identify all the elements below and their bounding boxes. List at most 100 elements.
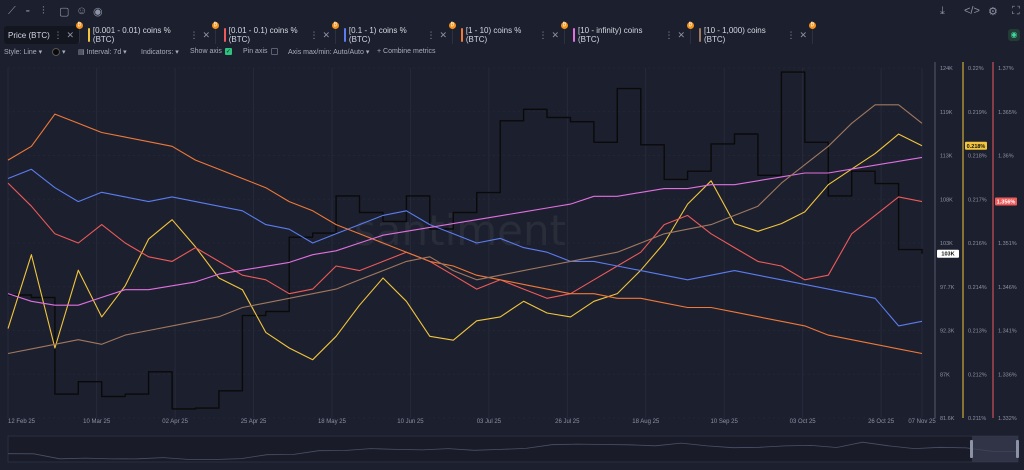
metric-tab[interactable]: [1 - 10) coins % (BTC) ⋮ ✕ ₿ <box>457 22 568 44</box>
more-options-icon[interactable]: ⋮ <box>309 29 319 40</box>
eye-icon[interactable]: ◉ <box>93 6 103 18</box>
x-tick-label: 26 Jul 25 <box>555 419 580 425</box>
y-tick-label: 0.216% <box>968 241 987 247</box>
last-value-label: 0.218% <box>967 144 986 150</box>
note-icon[interactable]: ▢ <box>59 6 70 18</box>
bitcoin-icon: ₿ <box>687 22 694 29</box>
embed-code-icon[interactable]: </> <box>964 5 980 17</box>
x-tick-label: 03 Oct 25 <box>790 419 817 425</box>
navigator-handle[interactable] <box>1016 440 1019 458</box>
x-tick-label: 25 Apr 25 <box>241 419 267 425</box>
indicators-select[interactable]: Indicators: ▾ <box>141 48 179 57</box>
chart-settings-bar: Style: Line ▾ ▾ ▤ Interval: 7d ▾ Indicat… <box>0 46 1024 60</box>
y-tick-label: 1.332% <box>998 416 1017 422</box>
y-tick-label: 1.351% <box>998 241 1017 247</box>
more-options-icon[interactable]: ⋮ <box>786 29 796 40</box>
metric-tab[interactable]: Price (BTC) ⋮ ✕ ₿ <box>4 22 83 44</box>
y-tick-label: 103K <box>940 241 953 247</box>
bitcoin-icon: ₿ <box>809 22 816 29</box>
series-color-swatch <box>461 28 463 42</box>
metric-label: [0.01 - 0.1) coins % (BTC) <box>228 26 298 44</box>
range-navigator[interactable] <box>7 435 1019 463</box>
series-color-swatch <box>224 28 226 42</box>
bitcoin-icon: ₿ <box>561 22 568 29</box>
last-value-label: 103K <box>941 252 954 258</box>
metric-tab[interactable]: [0.1 - 1) coins % (BTC) ⋮ ✕ ₿ <box>340 22 456 44</box>
settings-icon[interactable]: ⚙ <box>988 6 998 18</box>
y-tick-label: 0.217% <box>968 197 987 203</box>
top-toolbar: ⟋ ⁃ ⫶ ▢ ☺ ◉ ⤓ </> ⚙ ⛶ <box>0 0 1024 24</box>
metric-label: [10 - infinity) coins (BTC) <box>577 26 643 44</box>
more-options-icon[interactable]: ⋮ <box>664 29 674 40</box>
pin-axis-toggle[interactable]: Pin axis <box>243 48 278 55</box>
download-icon[interactable]: ⤓ <box>940 5 945 17</box>
series-color-swatch <box>88 28 90 42</box>
close-icon[interactable]: ✕ <box>439 29 447 40</box>
metric-tab[interactable]: [10 - infinity) coins (BTC) ⋮ ✕ ₿ <box>569 22 694 44</box>
x-tick-label: 18 May 25 <box>318 419 347 425</box>
emoji-icon[interactable]: ☺ <box>76 5 88 17</box>
style-select[interactable]: Style: Line ▾ <box>4 48 43 57</box>
x-tick-label: 10 Mar 25 <box>83 419 111 425</box>
calendar-icon: ▤ <box>78 49 85 56</box>
trend-line-icon[interactable]: ⟋ <box>8 5 16 17</box>
watermark: santiment <box>354 206 566 255</box>
axis-max-min-select[interactable]: Axis max/min: Auto/Auto ▾ <box>288 48 370 57</box>
bitcoin-icon: ₿ <box>212 22 219 29</box>
close-icon[interactable]: ✕ <box>677 29 685 40</box>
vertical-line-icon[interactable]: ⫶ <box>42 5 45 17</box>
series-line <box>7 168 923 327</box>
close-icon[interactable]: ✕ <box>66 29 74 40</box>
y-tick-label: 1.365% <box>998 110 1017 116</box>
x-tick-label: 10 Jun 25 <box>397 419 424 425</box>
close-icon[interactable]: ✕ <box>202 29 210 40</box>
series-line <box>8 71 923 410</box>
y-tick-label: 1.341% <box>998 329 1017 335</box>
y-tick-label: 1.36% <box>998 154 1014 160</box>
metric-label: Price (BTC) <box>8 30 50 40</box>
navigator-handle[interactable] <box>970 440 973 458</box>
series-line <box>7 104 923 355</box>
series-line <box>7 113 923 355</box>
metric-tab[interactable]: [0.01 - 0.1) coins % (BTC) ⋮ ✕ ₿ <box>220 22 339 44</box>
y-tick-label: 0.213% <box>968 329 987 335</box>
metric-tab[interactable]: [10 - 1,000) coins (BTC) ⋮ ✕ ₿ <box>695 22 816 44</box>
series-line <box>7 156 923 306</box>
y-tick-label: 97.7K <box>940 285 955 291</box>
y-tick-label: 92.3K <box>940 329 955 335</box>
combine-metrics-button[interactable]: + Combine metrics <box>377 48 436 55</box>
metric-label: [10 - 1,000) coins (BTC) <box>703 26 766 44</box>
show-axis-toggle[interactable]: Show axis ✓ <box>190 48 232 55</box>
color-picker[interactable]: ▾ <box>52 48 65 56</box>
last-value-label: 1.356% <box>997 200 1016 206</box>
y-tick-label: 0.212% <box>968 372 987 378</box>
series-color-swatch <box>344 28 346 42</box>
x-tick-label: 18 Aug 25 <box>632 419 660 425</box>
y-tick-label: 81.6K <box>940 416 955 422</box>
bitcoin-icon: ₿ <box>332 22 339 29</box>
y-tick-label: 113K <box>940 154 953 160</box>
close-icon[interactable]: ✕ <box>551 29 559 40</box>
last-value-badge <box>995 197 1017 206</box>
y-tick-label: 1.346% <box>998 285 1017 291</box>
x-tick-label: 03 Jul 25 <box>477 419 502 425</box>
y-tick-label: 0.22% <box>968 66 984 72</box>
drawing-mode-button[interactable]: ◉ <box>1008 29 1020 41</box>
metric-label: [0.001 - 0.01) coins % (BTC) <box>92 26 171 44</box>
series-color-swatch <box>699 28 701 42</box>
close-icon[interactable]: ✕ <box>799 29 807 40</box>
y-tick-label: 1.336% <box>998 372 1017 378</box>
more-options-icon[interactable]: ⋮ <box>538 29 548 40</box>
more-options-icon[interactable]: ⋮ <box>189 29 199 40</box>
x-tick-label: 26 Oct 25 <box>868 419 895 425</box>
close-icon[interactable]: ✕ <box>322 29 330 40</box>
more-options-icon[interactable]: ⋮ <box>53 29 63 40</box>
horizontal-line-icon[interactable]: ⁃ <box>25 6 31 18</box>
x-tick-label: 12 Feb 25 <box>8 419 36 425</box>
more-options-icon[interactable]: ⋮ <box>426 29 436 40</box>
y-tick-label: 119K <box>940 110 953 116</box>
metric-tab[interactable]: [0.001 - 0.01) coins % (BTC) ⋮ ✕ ₿ <box>84 22 219 44</box>
interval-select[interactable]: ▤ Interval: 7d ▾ <box>78 48 127 57</box>
fullscreen-icon[interactable]: ⛶ <box>1012 5 1020 17</box>
navigator-selection[interactable] <box>972 436 1018 462</box>
